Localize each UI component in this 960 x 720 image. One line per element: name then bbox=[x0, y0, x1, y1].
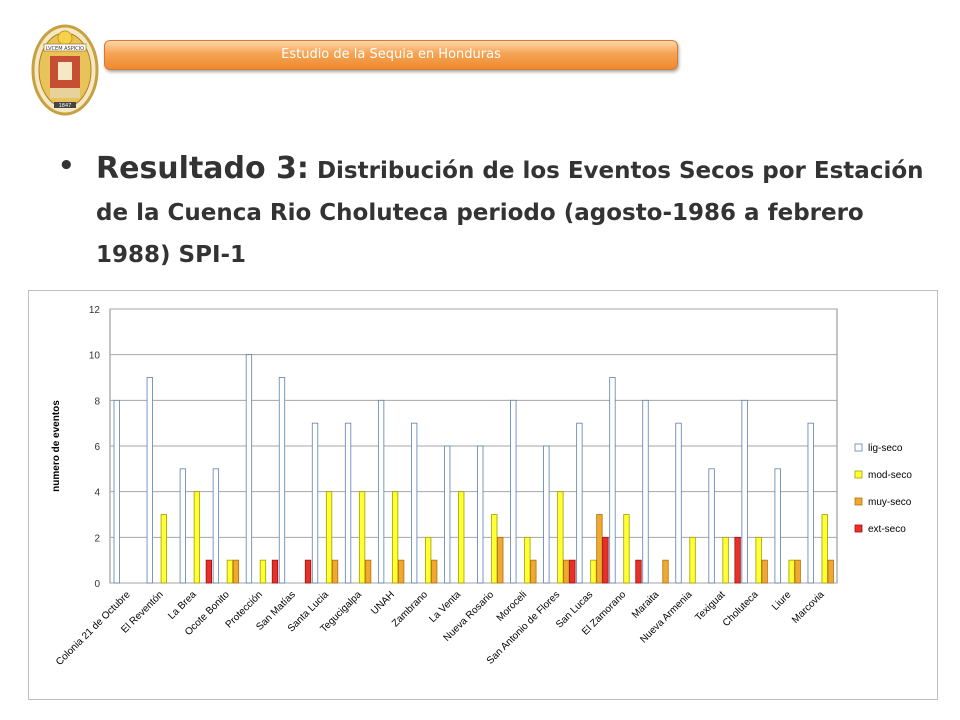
chart-frame: 0 2 4 6 8 10 12 numero de eventos Colonia 21 de … bbox=[28, 290, 938, 700]
bar-ext-seco bbox=[635, 559, 642, 584]
title-banner: Estudio de la Sequia en Honduras bbox=[104, 40, 678, 70]
bar-muy-seco bbox=[232, 559, 240, 584]
bar-mod-seco bbox=[491, 514, 498, 584]
x-tick-label: La Brea bbox=[166, 589, 199, 622]
x-tick-label: Zambrano bbox=[390, 589, 430, 629]
bar-lig-seco bbox=[245, 354, 253, 584]
bar-mod-seco bbox=[557, 491, 564, 584]
legend-swatch-lig-seco bbox=[854, 443, 863, 452]
bar-ext-seco bbox=[271, 559, 279, 584]
heading-body: Resultado 3: Distribución de los Eventos… bbox=[96, 148, 926, 276]
bar-mod-seco bbox=[755, 536, 762, 584]
y-tick-label: 12 bbox=[89, 305, 101, 316]
bar-mod-seco bbox=[160, 514, 167, 584]
legend-swatch-muy-seco bbox=[854, 497, 863, 506]
bar-muy-seco bbox=[662, 559, 669, 584]
bar-lig-seco bbox=[311, 422, 319, 584]
bar-mod-seco bbox=[425, 536, 432, 584]
bar-mod-seco bbox=[325, 491, 333, 584]
bar-ext-seco bbox=[569, 559, 576, 584]
bullet-point: • bbox=[58, 151, 75, 181]
x-tick-label: Maraita bbox=[630, 589, 662, 621]
bar-lig-seco bbox=[179, 468, 186, 584]
legend-label-mod-seco: mod-seco bbox=[868, 470, 912, 481]
bar-lig-seco bbox=[278, 377, 286, 584]
bar-lig-seco bbox=[576, 422, 583, 584]
logo-banner-text: LVCEM ASPICIO bbox=[46, 46, 84, 52]
bar-lig-seco bbox=[807, 422, 814, 584]
bar-muy-seco bbox=[431, 559, 438, 584]
bar-lig-seco bbox=[642, 399, 649, 584]
bar-mod-seco bbox=[722, 536, 729, 584]
logo-year-text: 1847 bbox=[59, 103, 72, 109]
banner-text: Estudio de la Sequia en Honduras bbox=[281, 47, 501, 62]
bar-lig-seco bbox=[477, 445, 484, 584]
bar-ext-seco bbox=[602, 536, 609, 584]
bar-lig-seco bbox=[609, 377, 616, 584]
bar-mod-seco bbox=[458, 491, 465, 584]
bar-lig-seco bbox=[377, 399, 385, 584]
y-tick-label: 2 bbox=[94, 533, 100, 544]
legend-label-muy-seco: muy-seco bbox=[868, 497, 912, 508]
heading-text: Distribución de los Eventos Secos por Es… bbox=[96, 158, 924, 268]
y-tick-label: 8 bbox=[94, 396, 100, 407]
x-tick-label: UNAH bbox=[369, 589, 397, 617]
bar-muy-seco bbox=[563, 559, 570, 584]
bar-mod-seco bbox=[524, 536, 531, 584]
y-tick-label: 6 bbox=[94, 442, 100, 453]
bar-lig-seco bbox=[411, 422, 418, 584]
legend-label-lig-seco: lig-seco bbox=[868, 443, 903, 454]
bar-mod-seco bbox=[788, 559, 795, 584]
y-axis-label: numero de eventos bbox=[51, 400, 62, 492]
bar-mod-seco bbox=[689, 536, 696, 584]
bar-lig-seco bbox=[774, 468, 781, 584]
y-tick-label: 0 bbox=[94, 579, 100, 590]
bar-muy-seco bbox=[761, 559, 768, 584]
y-tick-label: 10 bbox=[89, 351, 101, 362]
bar-mod-seco bbox=[821, 514, 828, 584]
bar-lig-seco bbox=[675, 422, 682, 584]
bar-mod-seco bbox=[193, 491, 201, 584]
bar-muy-seco bbox=[331, 559, 339, 584]
bar-muy-seco bbox=[827, 559, 834, 584]
x-tick-label: Marcovia bbox=[790, 589, 827, 626]
bar-muy-seco bbox=[530, 559, 537, 584]
bar-mod-seco bbox=[623, 514, 630, 584]
bar-lig-seco bbox=[212, 468, 220, 584]
bar-ext-seco bbox=[734, 536, 741, 584]
bar-ext-seco bbox=[205, 559, 213, 584]
bar-ext-seco bbox=[304, 559, 312, 584]
bar-muy-seco bbox=[596, 514, 603, 584]
bar-lig-seco bbox=[510, 399, 517, 584]
bar-lig-seco bbox=[543, 445, 550, 584]
x-tick-label: Choluteca bbox=[721, 589, 761, 629]
bar-mod-seco bbox=[590, 559, 597, 584]
bar-muy-seco bbox=[364, 559, 372, 584]
bar-lig-seco bbox=[344, 422, 352, 584]
bar-muy-seco bbox=[497, 536, 504, 584]
bar-muy-seco bbox=[794, 559, 801, 584]
bar-lig-seco bbox=[146, 377, 153, 584]
legend-swatch-ext-seco bbox=[854, 524, 863, 533]
bar-lig-seco bbox=[113, 399, 120, 584]
university-logo: LVCEM ASPICIO 1847 bbox=[30, 20, 100, 116]
y-tick-label: 4 bbox=[94, 488, 100, 499]
x-tick-label: Liure bbox=[770, 589, 794, 613]
bar-mod-seco bbox=[259, 559, 267, 584]
legend-swatch-mod-seco bbox=[854, 470, 863, 479]
bar-mod-seco bbox=[358, 491, 366, 584]
heading-lead: Resultado 3: bbox=[96, 151, 309, 186]
bar-muy-seco bbox=[397, 559, 405, 584]
bar-lig-seco bbox=[741, 399, 748, 584]
bar-mod-seco bbox=[226, 559, 234, 584]
bar-lig-seco bbox=[708, 468, 715, 584]
legend-label-ext-seco: ext-seco bbox=[868, 524, 906, 535]
bar-lig-seco bbox=[444, 445, 451, 584]
bar-mod-seco bbox=[391, 491, 399, 584]
